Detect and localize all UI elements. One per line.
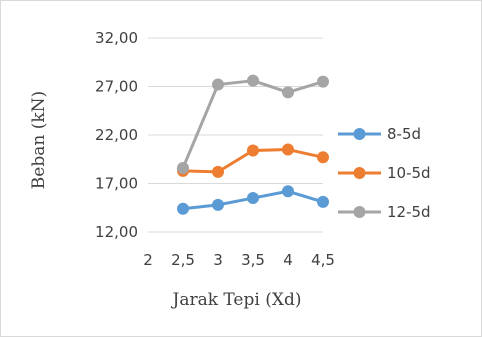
series-10-5d [177,143,329,178]
series-8-5d [177,185,329,215]
data-point [177,161,189,174]
x-tick-label: 4,5 [311,251,335,269]
y-tick-label: 17,00 [95,175,138,193]
data-point [247,192,259,205]
y-tick-label: 32,00 [95,29,138,47]
data-point [212,78,224,91]
legend: 8-5d 10-5d 12-5d [338,125,431,221]
y-tick-label: 12,00 [95,223,138,241]
data-point [282,86,294,99]
legend-marker [353,206,366,218]
legend-item: 10-5d [338,164,431,182]
legend-marker [353,128,366,140]
y-tick-label: 27,00 [95,78,138,96]
tick-labels: 12,00 17,00 22,00 27,00 32,00 2 2,5 3 3,5 4 4,5 [95,29,335,269]
x-tick-label: 2,5 [171,251,195,269]
data-point [212,198,224,211]
data-point [247,144,259,157]
x-axis-title: Jarak Tepi (Xd) [171,290,302,310]
data-point [247,74,259,87]
y-axis-title: Beban (kN) [29,91,49,189]
series-12-5d [177,74,329,174]
y-tick-label: 22,00 [95,126,138,144]
legend-item: 8-5d [338,125,421,143]
x-tick-label: 4 [283,251,293,269]
legend-marker [353,167,366,179]
x-tick-label: 3 [213,251,223,269]
data-point [317,195,329,208]
data-point [212,165,224,178]
data-point [317,75,329,88]
data-point [282,185,294,198]
x-tick-label: 3,5 [241,251,265,269]
data-point [317,151,329,164]
legend-item: 12-5d [338,203,431,221]
gridlines [148,37,323,233]
legend-label: 8-5d [387,125,421,143]
legend-label: 10-5d [387,164,431,182]
data-point [177,202,189,215]
x-tick-label: 2 [143,251,153,269]
series-lines [177,74,329,215]
data-point [282,143,294,156]
legend-label: 12-5d [387,203,431,221]
